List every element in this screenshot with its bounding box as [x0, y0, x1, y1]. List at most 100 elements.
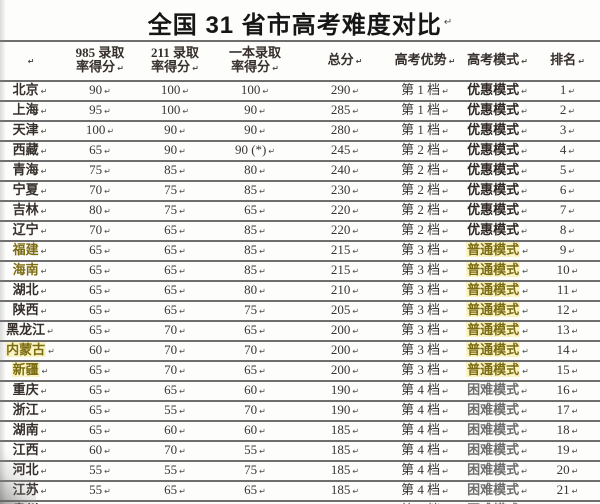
- cell-total: 210 ↵: [330, 282, 360, 297]
- table-row: 北京 ↵ 90 ↵ 100 ↵ 100 ↵ 290 ↵ 第 1 档 ↵ 优惠模式 ↵ 1 ↵: [0, 81, 600, 101]
- cell-score_985: 65 ↵: [89, 142, 111, 157]
- paragraph-mark-icon: ↵: [442, 347, 449, 356]
- cell-score_211: 90 ↵: [164, 142, 186, 157]
- paragraph-mark-icon: ↵: [259, 487, 266, 496]
- paragraph-mark-icon: ↵: [192, 64, 199, 73]
- table-row: 辽宁 ↵ 70 ↵ 65 ↵ 85 ↵ 220 ↵ 第 2 档 ↵ 优惠模式 ↵ 8 ↵: [0, 221, 600, 241]
- cell-score_985: 65 ↵: [89, 322, 111, 337]
- paragraph-mark-icon: ↵: [104, 487, 111, 496]
- paragraph-mark-icon: ↵: [521, 147, 528, 156]
- paragraph-mark-icon: ↵: [259, 227, 266, 236]
- cell-rank: 8 ↵: [559, 222, 576, 237]
- cell-total: 215 ↵: [330, 242, 360, 257]
- paragraph-mark-icon: ↵: [179, 327, 186, 336]
- cell-rank: 4 ↵: [559, 142, 576, 157]
- cell-advantage: 第 1 档 ↵: [401, 102, 449, 117]
- cell-mode: 优惠模式 ↵: [467, 202, 528, 217]
- cell-score_211: 55 ↵: [164, 402, 186, 417]
- paragraph-mark-icon: ↵: [104, 327, 111, 336]
- cell-province: 陕西 ↵: [12, 302, 48, 317]
- paragraph-mark-icon: ↵: [40, 487, 48, 496]
- paragraph-mark-icon: ↵: [179, 147, 186, 156]
- cell-mode: 困难模式↵: [467, 442, 528, 457]
- table-row: 内蒙古 ↵ 60 ↵ 70 ↵ 70 ↵ 200 ↵ 第 3 档 ↵ 普通模式 ↵ 14 ↵: [0, 341, 600, 361]
- cell-advantage: 第 3 档 ↵: [401, 342, 449, 357]
- paragraph-mark-icon: ↵: [352, 167, 360, 176]
- cell-advantage: 第 2 档 ↵: [401, 142, 449, 157]
- cell-province: 辽宁 ↵: [12, 222, 48, 237]
- paragraph-mark-icon: ↵: [104, 87, 111, 96]
- table-row: 陕西 ↵ 65 ↵ 65 ↵ 75 ↵ 205 ↵ 第 3 档 ↵ 普通模式 ↵ 12 ↵: [0, 301, 600, 321]
- cell-score_211: 70 ↵: [164, 322, 186, 337]
- paragraph-mark-icon: ↵: [442, 227, 449, 236]
- cell-advantage: 第 4 档↵: [401, 462, 449, 477]
- paragraph-mark-icon: ↵: [179, 167, 186, 176]
- paragraph-mark-icon: ↵: [179, 447, 186, 456]
- paragraph-mark-icon: ↵: [104, 307, 111, 316]
- paragraph-mark-icon: ↵: [571, 347, 579, 356]
- cell-rank: 6 ↵: [559, 182, 576, 197]
- table-row: 江西 ↵ 60 ↵ 70 ↵ 55 ↵ 185 ↵ 第 4 档 ↵ 困难模式 ↵ 19 ↵: [0, 441, 600, 461]
- cell-total: 200 ↵: [330, 362, 360, 377]
- cell-province: 江苏 ↵: [12, 482, 48, 497]
- paragraph-mark-icon: ↵: [352, 87, 360, 96]
- paragraph-mark-icon: ↵: [259, 187, 266, 196]
- cell-score_211: 75 ↵: [164, 182, 186, 197]
- table-row: 江苏 ↵ 55 ↵ 65 ↵ 65 ↵ 185 ↵ 第 4 档 ↵ 困难模式 ↵ 21 ↵: [0, 481, 600, 501]
- table-row: 西藏 ↵ 65 ↵ 90 ↵ 90 (*) ↵ 245 ↵ 第 2 档 ↵ 优惠模式 ↵ 4 ↵: [0, 141, 600, 161]
- cell-mode: 困难模式↵: [467, 382, 528, 397]
- paragraph-mark-icon: ↵: [104, 267, 111, 276]
- cell-score_211: 75 ↵: [164, 202, 186, 217]
- cell-score_yiben: 90 ↵: [244, 122, 266, 137]
- paragraph-mark-icon: ↵: [259, 287, 266, 296]
- paragraph-mark-icon: ↵: [571, 427, 579, 436]
- paragraph-mark-icon: ↵: [578, 57, 585, 66]
- table-row: 青海 ↵ 75 ↵ 85 ↵ 80 ↵ 240 ↵ 第 2 档 ↵ 优惠模式 ↵ 5 ↵: [0, 161, 600, 181]
- paragraph-mark-icon: ↵: [179, 307, 186, 316]
- paragraph-mark-icon: ↵: [40, 467, 48, 476]
- table-row: 新疆 ↵ 65 ↵ 70 ↵ 65 ↵ 200 ↵ 第 3 档 ↵ 普通模式 ↵ 15 ↵: [0, 361, 600, 381]
- cell-advantage: 第 4 档↵: [401, 402, 449, 417]
- paragraph-mark-icon: ↵: [442, 167, 449, 176]
- column-header-score_985: 985 录取 率得分 ↵: [75, 45, 125, 74]
- paragraph-mark-icon: ↵: [521, 447, 528, 456]
- paragraph-mark-icon: ↵: [40, 87, 48, 96]
- paragraph-mark-icon: ↵: [571, 327, 579, 336]
- cell-total: 185↵: [330, 442, 360, 457]
- cell-mode: 普通模式 ↵: [466, 262, 529, 277]
- column-header-advantage: 高考优势 ↵: [394, 52, 456, 67]
- cell-score_yiben: 65 ↵: [244, 202, 266, 217]
- cell-score_985: 55 ↵: [89, 482, 111, 497]
- paragraph-mark-icon: ↵: [571, 467, 579, 476]
- paragraph-mark-icon: ↵: [40, 127, 48, 136]
- cell-score_yiben: 70 ↵: [244, 342, 266, 357]
- cell-score_985: 70 ↵: [89, 182, 111, 197]
- cell-mode: 普通模式 ↵: [466, 242, 529, 257]
- table-row: 浙江 ↵ 65 ↵ 55 ↵ 70 ↵ 190 ↵ 第 4 档 ↵ 困难模式 ↵ 17 ↵: [0, 401, 600, 421]
- cell-score_211: 65↵: [164, 302, 186, 317]
- paragraph-mark-icon: ↵: [104, 167, 111, 176]
- paragraph-mark-icon: ↵: [259, 267, 266, 276]
- table-row: 重庆 ↵ 65 ↵ 65 ↵ 60 ↵ 190 ↵ 第 4 档 ↵ 困难模式 ↵ 16 ↵: [0, 381, 600, 401]
- cell-score_yiben: 80 ↵: [244, 282, 266, 297]
- paragraph-mark-icon: ↵: [571, 387, 579, 396]
- cell-mode: 普通模式 ↵: [466, 282, 529, 297]
- cell-total: 185↵: [330, 422, 360, 437]
- paragraph-mark-icon: ↵: [40, 207, 48, 216]
- paragraph-mark-icon: ↵: [268, 147, 276, 156]
- paragraph-mark-icon: ↵: [40, 187, 48, 196]
- paragraph-mark-icon: ↵: [571, 487, 579, 496]
- cell-total: 185↵: [330, 462, 360, 477]
- cell-rank: 20 ↵: [556, 462, 579, 477]
- paragraph-mark-icon: ↵: [522, 287, 529, 296]
- paragraph-mark-icon: ↵: [179, 267, 186, 276]
- cell-score_211: 65↵: [164, 482, 186, 497]
- paragraph-mark-icon: ↵: [442, 447, 449, 456]
- cell-province: 西藏 ↵: [12, 142, 48, 157]
- paragraph-mark-icon: ↵: [259, 247, 266, 256]
- paragraph-mark-icon: ↵: [179, 247, 186, 256]
- paragraph-mark-icon: ↵: [442, 427, 449, 436]
- cell-total: 245 ↵: [330, 142, 360, 157]
- paragraph-mark-icon: ↵: [259, 467, 266, 476]
- cell-province: 北京 ↵: [12, 82, 48, 97]
